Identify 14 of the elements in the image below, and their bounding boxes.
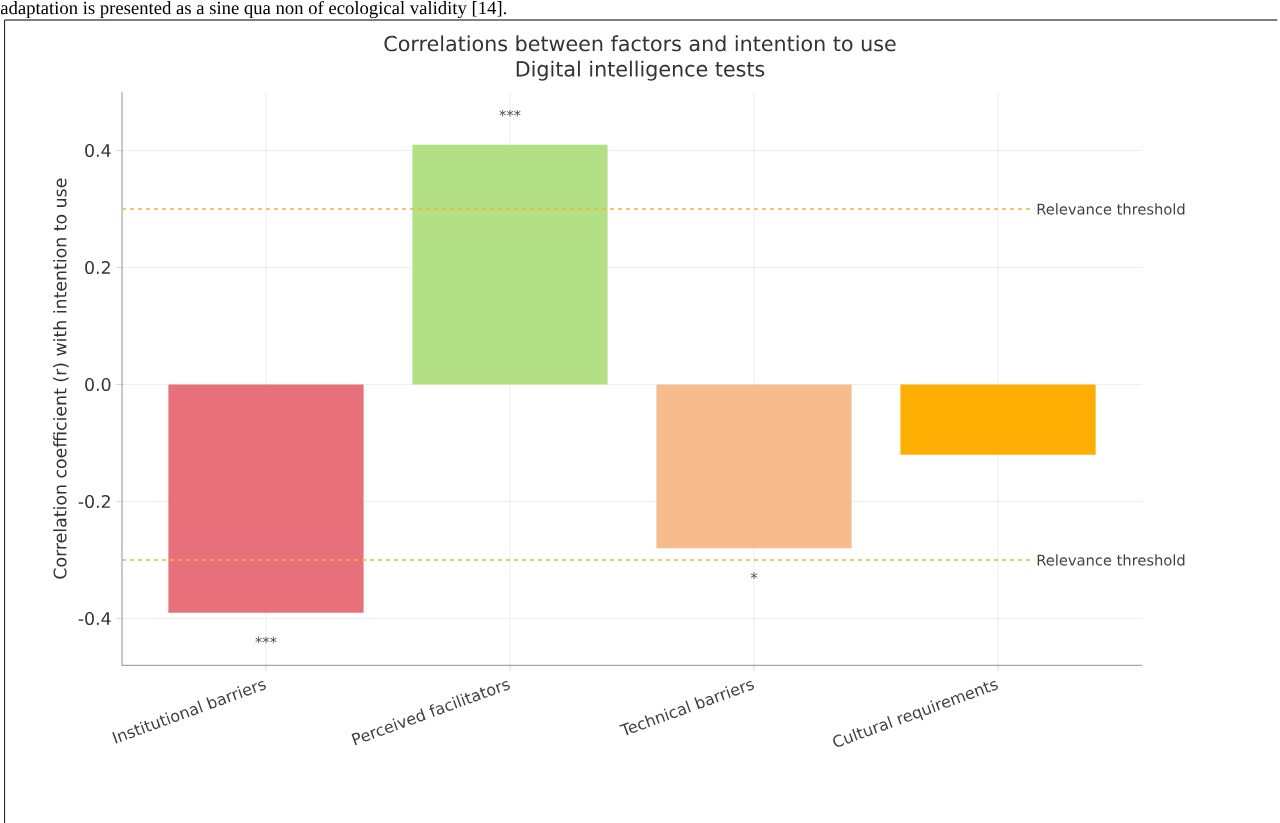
y-axis-title: Correlation coefficient (r) with intention to use — [53, 178, 69, 579]
y-tick-label: -0.4 — [78, 611, 111, 626]
y-tick-label: 0.4 — [85, 143, 111, 158]
y-tick-label: -0.2 — [78, 494, 110, 509]
annotation: *** — [499, 109, 521, 117]
chart-subtitle: Digital intelligence tests — [516, 60, 765, 81]
chart-title: Correlations between factors and intention to use — [384, 35, 896, 52]
annotation: * — [750, 572, 758, 579]
text: adaptation is presented as a sine qua non of ecological validity [14]. — [0, 0, 507, 19]
y-tick-label: 0.2 — [85, 260, 110, 275]
annotation: *** — [255, 636, 277, 644]
ref-line-label: Relevance threshold — [1037, 203, 1185, 215]
ref-line-label: Relevance threshold — [1037, 554, 1185, 566]
y-tick-label: 0.0 — [85, 377, 111, 392]
